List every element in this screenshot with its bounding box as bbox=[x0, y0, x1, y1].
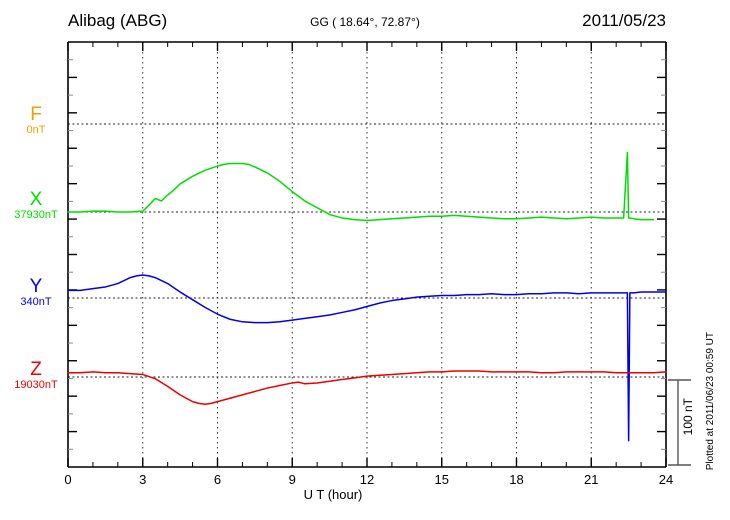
component-baseline-f: 0nT bbox=[26, 123, 46, 136]
component-label-y: Y 340nT bbox=[8, 277, 64, 308]
scale-bar-label: 100 nT bbox=[681, 398, 695, 436]
x-tick-label: 21 bbox=[584, 472, 599, 487]
x-tick-label: 18 bbox=[509, 472, 524, 487]
trace-x bbox=[67, 151, 655, 222]
component-label-f: F 0nT bbox=[8, 105, 64, 136]
trace-y bbox=[67, 274, 667, 442]
y-axis-ticks bbox=[68, 59, 666, 450]
x-tick-label: 9 bbox=[288, 472, 296, 487]
component-baselines bbox=[68, 123, 666, 378]
x-tick-label: 15 bbox=[434, 472, 449, 487]
x-axis-ticks bbox=[67, 42, 667, 467]
component-name-x: X bbox=[29, 189, 43, 210]
observation-date: 2011/05/23 bbox=[582, 11, 666, 30]
x-tick-label: 12 bbox=[359, 472, 375, 487]
station-title: Alibag (ABG) bbox=[68, 11, 168, 30]
x-tick-label: 24 bbox=[658, 472, 674, 487]
component-name-f: F bbox=[30, 104, 42, 125]
vertical-gridlines bbox=[142, 42, 592, 467]
component-baseline-y: 340nT bbox=[20, 295, 52, 308]
x-axis-title: U T (hour) bbox=[303, 487, 363, 502]
scale-bar bbox=[668, 379, 691, 466]
geographic-coordinates: GG ( 18.64°, 72.87°) bbox=[310, 15, 420, 29]
plotted-timestamp: Plotted at 2011/06/23 00:59 UT bbox=[705, 332, 716, 471]
x-tick-label: 3 bbox=[139, 472, 147, 487]
component-name-z: Z bbox=[30, 359, 42, 380]
trace-z bbox=[67, 370, 667, 405]
x-tick-label: 6 bbox=[213, 472, 222, 487]
component-baseline-z: 19030nT bbox=[14, 378, 58, 391]
component-baseline-x: 37930nT bbox=[14, 208, 58, 221]
component-label-x: X 37930nT bbox=[2, 190, 70, 221]
x-tick-label: 0 bbox=[64, 472, 72, 487]
component-name-y: Y bbox=[29, 276, 43, 297]
data-traces bbox=[67, 151, 667, 442]
component-label-z: Z 19030nT bbox=[2, 360, 70, 391]
